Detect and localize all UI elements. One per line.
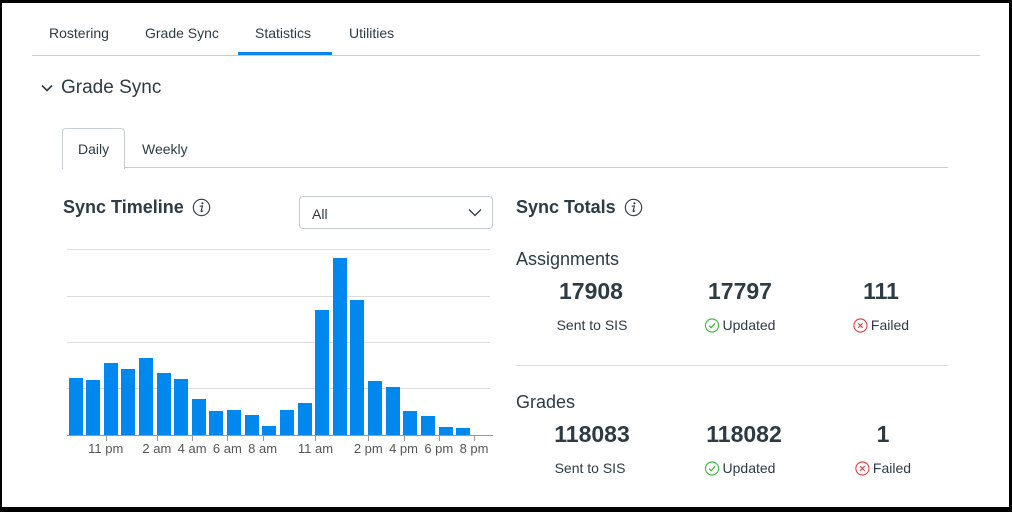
x-tick bbox=[438, 436, 440, 441]
chart-bar[interactable] bbox=[103, 363, 118, 435]
gridline bbox=[67, 249, 490, 250]
chart-bar[interactable] bbox=[86, 380, 101, 435]
chart-bar[interactable] bbox=[156, 373, 171, 435]
chevron-down-icon bbox=[468, 209, 482, 217]
grades-failed-count: 1 bbox=[876, 421, 890, 447]
gridline bbox=[67, 342, 490, 343]
x-tick bbox=[156, 436, 158, 441]
tab-grade-sync[interactable]: Grade Sync bbox=[145, 25, 219, 41]
grades-updated-label: Updated bbox=[704, 460, 776, 476]
assignments-sent-label: Sent to SIS bbox=[557, 317, 628, 333]
chart-bar[interactable] bbox=[138, 358, 153, 435]
x-tick-label: 6 pm bbox=[424, 441, 454, 456]
chart-bar[interactable] bbox=[456, 428, 471, 435]
gridline bbox=[67, 388, 490, 389]
assignments-sent-count: 17908 bbox=[559, 278, 623, 304]
chart-bar[interactable] bbox=[368, 381, 383, 435]
x-tick bbox=[227, 436, 229, 441]
chart-bar[interactable] bbox=[121, 369, 136, 435]
grades-title: Grades bbox=[516, 392, 576, 412]
sent-label-text: Sent to SIS bbox=[556, 317, 628, 333]
x-tick-label: 4 am bbox=[177, 441, 207, 456]
select-value: All bbox=[312, 206, 328, 222]
chart-bar[interactable] bbox=[174, 379, 189, 435]
tab-utilities[interactable]: Utilities bbox=[349, 25, 395, 41]
assignments-updated-label: Updated bbox=[704, 317, 776, 333]
updated-label-text: Updated bbox=[722, 317, 776, 333]
check-circle-icon bbox=[704, 317, 720, 333]
chart-bar[interactable] bbox=[438, 427, 453, 435]
chart-bar[interactable] bbox=[209, 411, 224, 435]
x-tick-label: 2 pm bbox=[353, 441, 383, 456]
x-tick-label: 11 am bbox=[297, 441, 334, 456]
tab-weekly[interactable]: Weekly bbox=[142, 141, 188, 157]
totals-divider bbox=[516, 365, 948, 366]
x-tick bbox=[192, 436, 194, 441]
chart-bar[interactable] bbox=[262, 426, 277, 435]
tab-daily-label[interactable]: Daily bbox=[78, 141, 110, 157]
tab-rostering[interactable]: Rostering bbox=[49, 25, 109, 41]
sync-totals-title: Sync Totals bbox=[516, 197, 616, 217]
x-tick-label: 11 pm bbox=[88, 441, 124, 456]
tab-daily[interactable] bbox=[62, 128, 125, 169]
sync-totals-heading: Sync Totals bbox=[516, 197, 643, 218]
sync-timeline-title: Sync Timeline bbox=[63, 197, 184, 217]
assignments-failed-count: 111 bbox=[863, 278, 899, 304]
x-tick-label: 8 am bbox=[248, 441, 278, 456]
x-tick bbox=[403, 436, 405, 441]
active-tab-indicator bbox=[238, 52, 332, 55]
chart-bar[interactable] bbox=[332, 258, 347, 435]
x-tick bbox=[315, 436, 317, 441]
x-tick bbox=[368, 436, 370, 441]
chart-bar[interactable] bbox=[350, 300, 365, 435]
x-tick-label: 2 am bbox=[142, 441, 172, 456]
x-axis bbox=[67, 435, 493, 436]
tab-statistics[interactable]: Statistics bbox=[255, 25, 312, 41]
chart-bar[interactable] bbox=[315, 310, 330, 435]
chart-bar[interactable] bbox=[244, 415, 259, 435]
grades-failed-label: Failed bbox=[855, 460, 911, 476]
assignments-updated-count: 17797 bbox=[708, 278, 772, 304]
top-tab-bar bbox=[32, 3, 980, 56]
x-circle-icon bbox=[855, 460, 870, 476]
grades-sent-count: 118083 bbox=[554, 421, 630, 447]
sub-tab-bar bbox=[124, 167, 948, 168]
chart-bar[interactable] bbox=[297, 403, 312, 435]
sent-label-text: Sent to SIS bbox=[554, 460, 626, 476]
updated-label-text: Updated bbox=[722, 460, 776, 476]
x-tick-label: 6 am bbox=[212, 441, 242, 456]
app-frame: Rostering Grade Sync Statistics Utilitie… bbox=[2, 3, 1009, 507]
x-circle-icon bbox=[853, 317, 868, 333]
x-tick bbox=[474, 436, 476, 441]
x-tick bbox=[262, 436, 264, 441]
assignments-title: Assignments bbox=[516, 249, 620, 269]
failed-label-text: Failed bbox=[872, 460, 912, 476]
chart-bar[interactable] bbox=[403, 411, 418, 435]
gridline bbox=[67, 296, 490, 297]
failed-label-text: Failed bbox=[870, 317, 910, 333]
chart-bar[interactable] bbox=[227, 410, 242, 435]
sync-timeline-heading: Sync Timeline bbox=[63, 197, 211, 218]
chart-bar[interactable] bbox=[191, 399, 206, 435]
x-tick-label: 4 pm bbox=[389, 441, 418, 456]
assignments-failed-label: Failed bbox=[853, 317, 909, 333]
grade-sync-section-toggle[interactable]: Grade Sync bbox=[40, 77, 161, 99]
check-circle-icon bbox=[704, 460, 720, 476]
chart-bar[interactable] bbox=[420, 416, 435, 435]
grades-sent-label: Sent to SIS bbox=[555, 460, 626, 476]
chart-bar[interactable] bbox=[68, 378, 83, 435]
chart-bar[interactable] bbox=[385, 387, 400, 435]
info-icon[interactable] bbox=[624, 198, 643, 217]
section-title: Grade Sync bbox=[61, 77, 162, 98]
timeline-filter-select[interactable]: All bbox=[299, 196, 493, 229]
info-icon[interactable] bbox=[192, 198, 211, 217]
x-tick bbox=[105, 436, 107, 441]
chevron-down-icon bbox=[41, 84, 53, 92]
x-tick-label: 8 pm bbox=[459, 441, 489, 456]
chart-bar[interactable] bbox=[279, 410, 294, 435]
grades-updated-count: 118082 bbox=[706, 421, 782, 447]
